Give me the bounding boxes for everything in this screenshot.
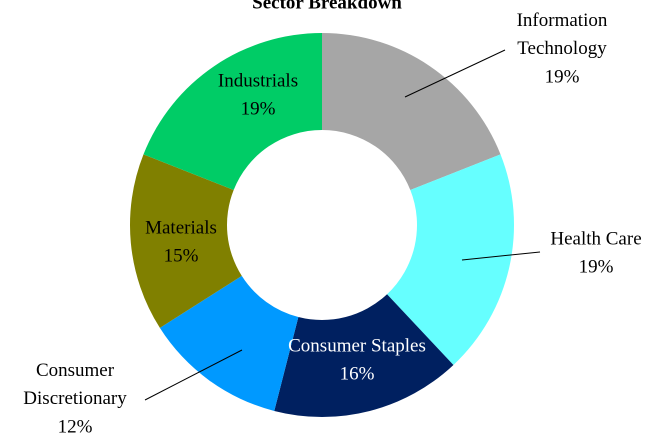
donut-slice bbox=[274, 294, 454, 417]
value-label: 19% bbox=[241, 98, 276, 119]
donut-slice bbox=[129, 154, 242, 328]
category-label: Materials bbox=[145, 217, 217, 238]
value-label: 15% bbox=[164, 245, 199, 266]
value-label: 12% bbox=[58, 416, 93, 437]
category-label: Information Technology bbox=[517, 10, 608, 59]
leader-line bbox=[144, 349, 243, 401]
leader-line bbox=[404, 49, 506, 98]
chart-title: Sector Breakdown bbox=[252, 0, 402, 13]
category-label: Health Care bbox=[550, 228, 641, 249]
category-label: Consumer Discretionary bbox=[23, 360, 127, 409]
value-label: 16% bbox=[340, 363, 375, 384]
donut-slice bbox=[143, 33, 322, 191]
value-label: 19% bbox=[545, 66, 580, 87]
donut-slice bbox=[159, 275, 299, 411]
donut-slice bbox=[387, 154, 514, 365]
value-label: 19% bbox=[579, 256, 614, 277]
category-label: Industrials bbox=[218, 70, 298, 91]
donut-slice bbox=[322, 33, 501, 191]
leader-line bbox=[461, 251, 541, 261]
category-label: Consumer Staples bbox=[288, 335, 426, 356]
